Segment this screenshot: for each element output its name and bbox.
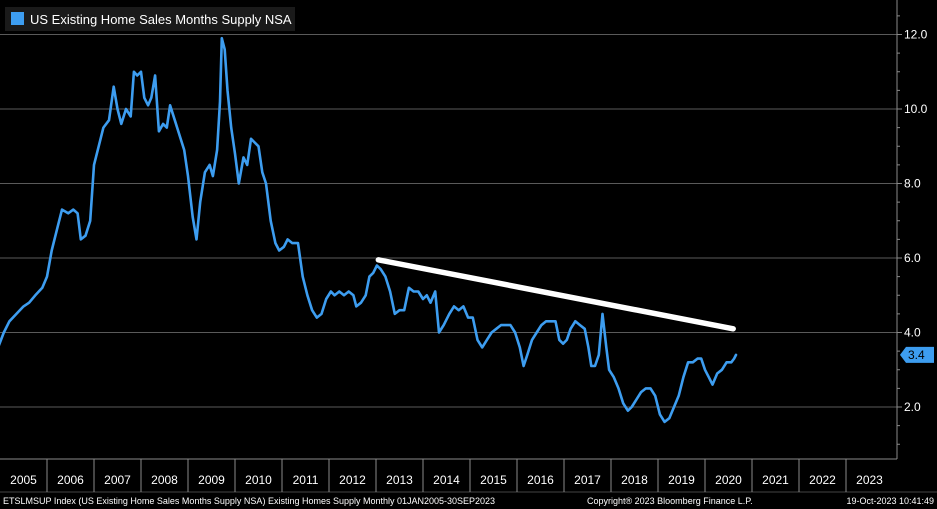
- legend-swatch: [11, 12, 24, 25]
- x-tick-label: 2011: [293, 473, 319, 487]
- gridlines: [0, 34, 897, 408]
- x-tick-label: 2020: [715, 473, 742, 487]
- x-tick-label: 2006: [57, 473, 84, 487]
- x-tick-label: 2018: [621, 473, 648, 487]
- x-tick-label: 2023: [856, 473, 883, 487]
- x-tick-label: 2019: [668, 473, 695, 487]
- y-tick-label: 2.0: [904, 400, 921, 414]
- trend-line: [375, 257, 736, 332]
- x-tick-label: 2013: [386, 473, 413, 487]
- y-tick-label: 8.0: [904, 177, 921, 191]
- last-value-label: 3.4: [908, 348, 925, 362]
- footer-source: ETSLMSUP Index (US Existing Home Sales M…: [3, 496, 495, 506]
- last-value-tag-shape: [900, 346, 934, 363]
- x-tick-label: 2010: [245, 473, 272, 487]
- y-tick-label: 4.0: [904, 326, 921, 340]
- x-tick-label: 2005: [10, 473, 37, 487]
- x-tick-label: 2017: [574, 473, 601, 487]
- x-tick-label: 2016: [527, 473, 554, 487]
- x-tick-label: 2015: [480, 473, 507, 487]
- x-tick-label: 2007: [104, 473, 131, 487]
- footer-copyright: Copyright® 2023 Bloomberg Finance L.P.: [587, 496, 753, 506]
- legend-box: [5, 7, 295, 31]
- y-tick-label: 10.0: [904, 102, 928, 116]
- y-tick-label: 12.0: [904, 28, 928, 42]
- series-line: [0, 36, 738, 424]
- x-tick-label: 2009: [198, 473, 225, 487]
- x-tick-label: 2012: [339, 473, 366, 487]
- x-tick-label: 2022: [809, 473, 836, 487]
- y-axis: 2.0 4.0 6.0 8.0 10.0 12.0: [896, 0, 928, 459]
- x-tick-label: 2008: [151, 473, 178, 487]
- legend-label: US Existing Home Sales Months Supply NSA: [30, 12, 292, 27]
- x-tick-label: 2014: [433, 473, 460, 487]
- plot-area: [0, 36, 738, 424]
- x-axis: 2005 2006 2007 2008 2009 2010 2011 2012 2013 2014…: [0, 458, 937, 493]
- x-tick-label: 2021: [762, 473, 789, 487]
- y-tick-label: 6.0: [904, 251, 921, 265]
- last-value-tag: 3.4: [900, 346, 934, 363]
- footer-timestamp: 19-Oct-2023 10:41:49: [846, 496, 934, 506]
- legend: US Existing Home Sales Months Supply NSA: [5, 7, 295, 31]
